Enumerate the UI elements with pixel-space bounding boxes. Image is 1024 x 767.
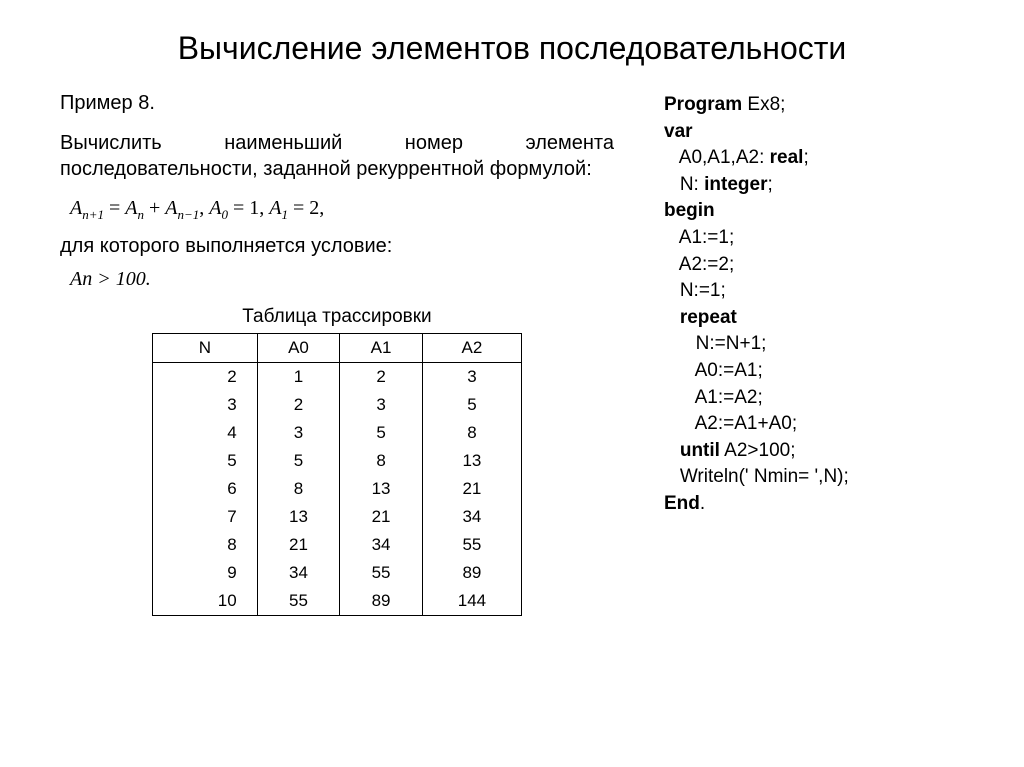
code-line: until A2>100; bbox=[664, 438, 964, 465]
left-column: Пример 8. Вычислить наименьший номер эле… bbox=[60, 92, 614, 616]
table-caption: Таблица трассировки bbox=[60, 306, 614, 328]
table-cell: 5 bbox=[153, 447, 258, 475]
code-listing: Program Ex8;var A0,A1,A2: real; N: integ… bbox=[664, 92, 964, 518]
code-line: A1:=1; bbox=[664, 225, 964, 252]
recurrence-formula: An+1 = An + An−1, A0 = 1, A1 = 2, bbox=[70, 197, 614, 223]
table-row: 4358 bbox=[153, 419, 522, 447]
table-cell: 3 bbox=[422, 363, 521, 392]
col-header: N bbox=[153, 334, 258, 363]
table-cell: 8 bbox=[153, 531, 258, 559]
table-cell: 55 bbox=[257, 587, 340, 616]
col-header: A2 bbox=[422, 334, 521, 363]
problem-description: Вычислить наименьший номер элемента посл… bbox=[60, 130, 614, 182]
table-cell: 6 bbox=[153, 475, 258, 503]
table-cell: 4 bbox=[153, 419, 258, 447]
col-header: A0 bbox=[257, 334, 340, 363]
table-cell: 21 bbox=[422, 475, 521, 503]
right-column: Program Ex8;var A0,A1,A2: real; N: integ… bbox=[664, 92, 964, 616]
table-cell: 5 bbox=[340, 419, 423, 447]
table-cell: 2 bbox=[153, 363, 258, 392]
table-cell: 55 bbox=[340, 559, 423, 587]
table-cell: 3 bbox=[340, 391, 423, 419]
table-cell: 1 bbox=[257, 363, 340, 392]
code-line: repeat bbox=[664, 305, 964, 332]
code-line: N: integer; bbox=[664, 172, 964, 199]
table-cell: 5 bbox=[422, 391, 521, 419]
table-row: 7132134 bbox=[153, 503, 522, 531]
table-row: 8213455 bbox=[153, 531, 522, 559]
col-header: A1 bbox=[340, 334, 423, 363]
table-cell: 21 bbox=[340, 503, 423, 531]
table-header-row: N A0 A1 A2 bbox=[153, 334, 522, 363]
code-line: A1:=A2; bbox=[664, 385, 964, 412]
content-area: Пример 8. Вычислить наименьший номер эле… bbox=[60, 92, 964, 616]
code-line: Program Ex8; bbox=[664, 92, 964, 119]
condition-text: для которого выполняется условие: bbox=[60, 235, 614, 258]
table-cell: 34 bbox=[257, 559, 340, 587]
table-cell: 7 bbox=[153, 503, 258, 531]
code-line: N:=1; bbox=[664, 278, 964, 305]
table-cell: 55 bbox=[422, 531, 521, 559]
table-cell: 3 bbox=[153, 391, 258, 419]
table-cell: 8 bbox=[340, 447, 423, 475]
table-cell: 34 bbox=[340, 531, 423, 559]
example-label: Пример 8. bbox=[60, 92, 614, 115]
table-cell: 2 bbox=[340, 363, 423, 392]
table-cell: 144 bbox=[422, 587, 521, 616]
code-line: A2:=A1+A0; bbox=[664, 411, 964, 438]
condition-formula: An > 100. bbox=[70, 268, 614, 291]
table-cell: 34 bbox=[422, 503, 521, 531]
table-cell: 2 bbox=[257, 391, 340, 419]
table-row: 105589144 bbox=[153, 587, 522, 616]
table-row: 2123 bbox=[153, 363, 522, 392]
code-line: N:=N+1; bbox=[664, 331, 964, 358]
code-line: begin bbox=[664, 198, 964, 225]
table-cell: 13 bbox=[422, 447, 521, 475]
code-line: var bbox=[664, 119, 964, 146]
table-cell: 9 bbox=[153, 559, 258, 587]
table-cell: 89 bbox=[340, 587, 423, 616]
table-row: 681321 bbox=[153, 475, 522, 503]
code-line: Writeln(' Nmin= ',N); bbox=[664, 464, 964, 491]
table-cell: 13 bbox=[340, 475, 423, 503]
table-cell: 13 bbox=[257, 503, 340, 531]
code-line: A2:=2; bbox=[664, 252, 964, 279]
slide-title: Вычисление элементов последовательности bbox=[60, 30, 964, 67]
table-cell: 8 bbox=[257, 475, 340, 503]
code-line: End. bbox=[664, 491, 964, 518]
code-line: A0:=A1; bbox=[664, 358, 964, 385]
table-row: 9345589 bbox=[153, 559, 522, 587]
code-line: A0,A1,A2: real; bbox=[664, 145, 964, 172]
table-cell: 10 bbox=[153, 587, 258, 616]
trace-table: N A0 A1 A2 21233235435855813681321713213… bbox=[152, 333, 522, 616]
table-row: 3235 bbox=[153, 391, 522, 419]
table-row: 55813 bbox=[153, 447, 522, 475]
table-cell: 8 bbox=[422, 419, 521, 447]
table-cell: 5 bbox=[257, 447, 340, 475]
table-cell: 21 bbox=[257, 531, 340, 559]
table-cell: 3 bbox=[257, 419, 340, 447]
table-cell: 89 bbox=[422, 559, 521, 587]
